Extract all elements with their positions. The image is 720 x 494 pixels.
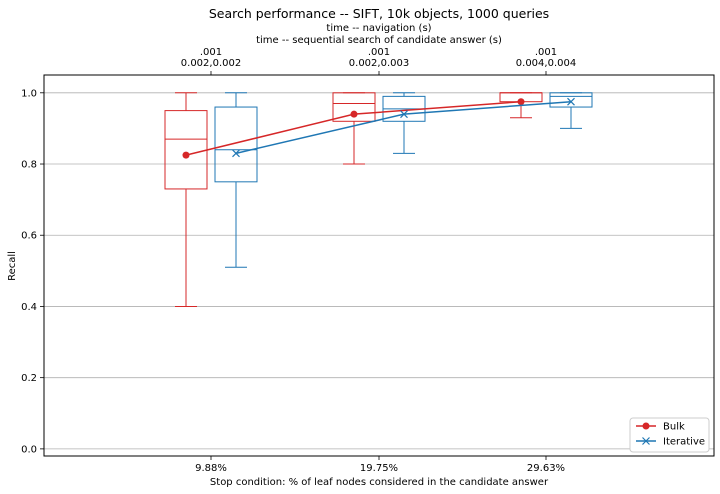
y-tick-label: 0.4 [21,302,37,313]
plot-frame [43,74,715,457]
x-tick-label: 19.75% [360,463,398,474]
mean-point [182,151,190,159]
boxplot-iterative [214,92,258,268]
y-tick-label: 1.0 [21,88,37,99]
chart-title: Search performance -- SIFT, 10k objects,… [209,6,549,21]
y-axis: 0.0 0.2 0.4 0.6 0.8 1.0 [21,88,44,455]
x-axis: 9.88% 19.75% 29.63% [195,456,565,474]
y-tick-label: 0.8 [21,160,37,171]
mean-point [567,97,575,106]
y-axis-label: Recall [7,251,18,281]
top-axis-label-sequential: time -- sequential search of candidate a… [256,35,502,46]
top-axis: .0010.002,0.002.0010.002,0.003.0010.004,… [181,47,576,75]
mean-point [350,110,358,118]
boxplot-bulk [164,92,208,307]
x-tick-label: 9.88% [195,463,227,474]
legend-label: Bulk [663,422,685,433]
box [214,106,258,183]
top-tick-label-line1: .001 [535,47,557,58]
mean-point [517,98,525,106]
legend-label: Iterative [663,437,705,448]
boxplot-iterative [549,92,593,129]
top-tick-label-line2: 0.004,0.004 [516,58,576,69]
top-tick-label-line1: .001 [200,47,222,58]
y-tick-label: 0.0 [21,444,37,455]
box [164,110,208,190]
plot-series [164,92,593,307]
legend-marker [642,422,650,430]
box [549,92,593,108]
gridlines [44,92,714,450]
boxplot-bulk [332,92,376,165]
y-tick-label: 0.6 [21,231,37,242]
legend: Bulk Iterative [629,417,710,453]
y-tick-label: 0.2 [21,373,37,384]
legend-marker [642,437,650,445]
top-tick-label-line2: 0.002,0.003 [349,58,409,69]
x-axis-label: Stop condition: % of leaf nodes consider… [210,477,549,488]
top-tick-label-line1: .001 [368,47,390,58]
boxplot-iterative [382,92,426,154]
box [332,92,376,122]
x-tick-label: 29.63% [527,463,565,474]
top-tick-label-line2: 0.002,0.002 [181,58,241,69]
mean-point [232,149,240,158]
top-axis-label-navigation: time -- navigation (s) [326,23,431,34]
mean-point [400,110,408,119]
